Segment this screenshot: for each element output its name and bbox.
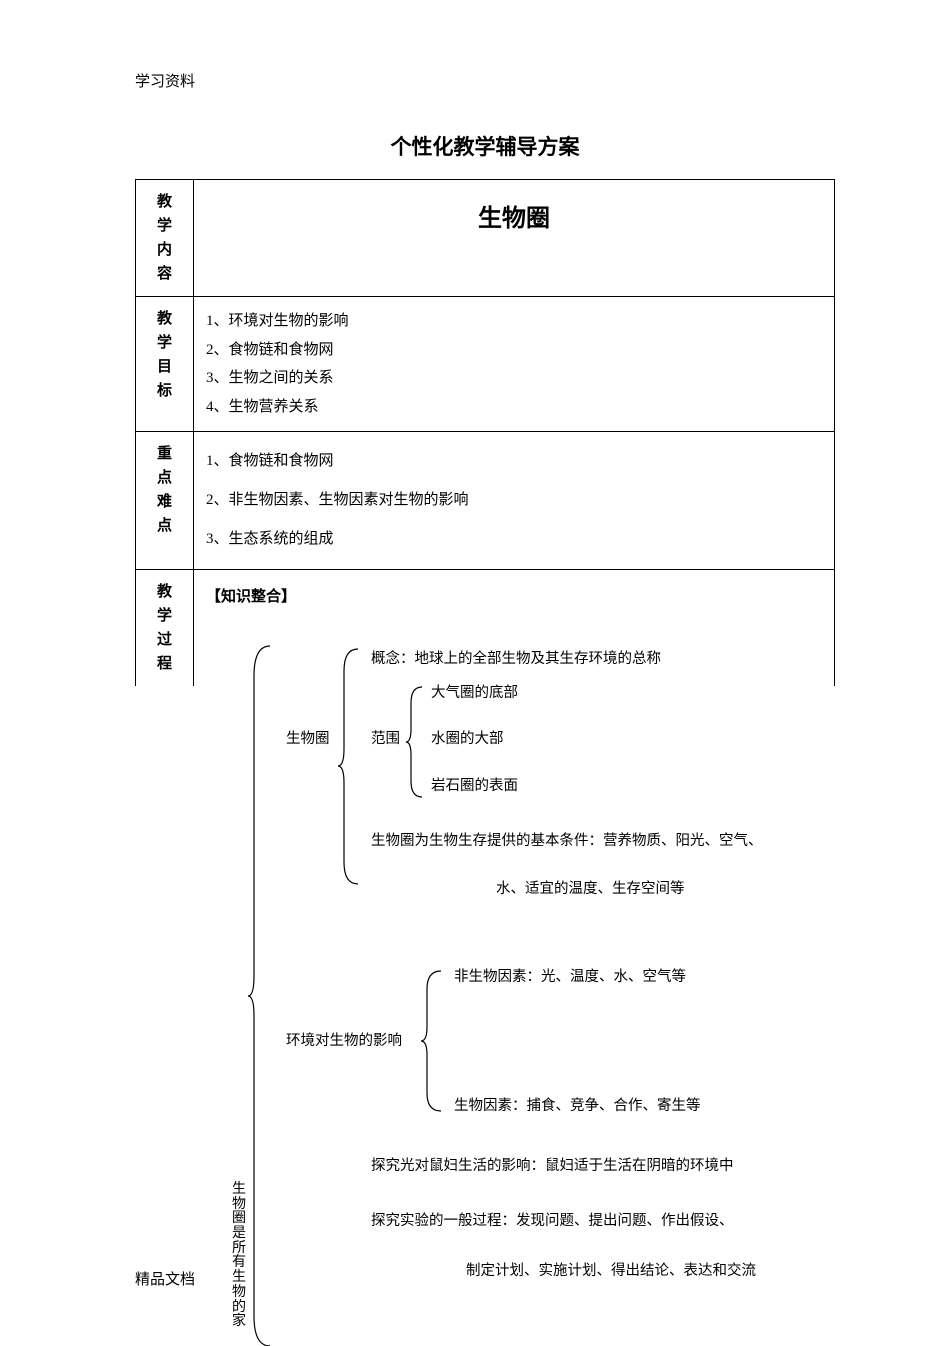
label-keypoints: 重 点 难 点 xyxy=(136,432,194,570)
row-goals: 教 学 目 标 1、环境对生物的影响 2、食物链和食物网 3、生物之间的关系 4… xyxy=(136,297,835,432)
node-abiotic: 非生物因素：光、温度、水、空气等 xyxy=(454,967,686,989)
scope-item: 水圈的大部 xyxy=(431,729,504,751)
cell-content: 生物圈 xyxy=(194,180,835,297)
node-biosphere: 生物圈 xyxy=(286,729,330,751)
node-conditions-l1: 生物圈为生物生存提供的基本条件：营养物质、阳光、空气、 xyxy=(371,831,763,853)
page-title: 个性化教学辅导方案 xyxy=(135,131,835,161)
row-process: 教 学 过 程 【知识整合】 生物圈是所有生物的家 生物圈 概念：地球 xyxy=(136,570,835,687)
topic-title: 生物圈 xyxy=(206,190,822,241)
root-label: 生物圈是所有生物的家 xyxy=(231,1181,247,1328)
cell-keypoints: 1、食物链和食物网 2、非生物因素、生物因素对生物的影响 3、生态系统的组成 xyxy=(194,432,835,570)
page-footer: 精品文档 xyxy=(135,1268,195,1289)
goal-item: 1、环境对生物的影响 xyxy=(206,307,822,336)
keypoint-item: 2、非生物因素、生物因素对生物的影响 xyxy=(206,481,822,520)
scope-item: 岩石圈的表面 xyxy=(431,776,518,798)
row-keypoints: 重 点 难 点 1、食物链和食物网 2、非生物因素、生物因素对生物的影响 3、生… xyxy=(136,432,835,570)
label-content: 教 学 内 容 xyxy=(136,180,194,297)
cell-goals: 1、环境对生物的影响 2、食物链和食物网 3、生物之间的关系 4、生物营养关系 xyxy=(194,297,835,432)
node-explore2-l2: 制定计划、实施计划、得出结论、表达和交流 xyxy=(466,1261,756,1283)
section-heading: 【知识整合】 xyxy=(206,585,822,606)
page-header: 学习资料 xyxy=(135,70,835,91)
node-explore2-l1: 探究实验的一般过程：发现问题、提出问题、作出假设、 xyxy=(371,1211,734,1233)
keypoint-item: 3、生态系统的组成 xyxy=(206,520,822,559)
node-conditions-l2: 水、适宜的温度、生存空间等 xyxy=(496,879,685,901)
cell-process: 【知识整合】 生物圈是所有生物的家 生物圈 概念：地球上的全部生物及其生存环境的… xyxy=(194,570,835,687)
scope-item: 大气圈的底部 xyxy=(431,683,518,705)
biosphere-brace xyxy=(338,649,364,884)
node-biotic: 生物因素：捕食、竞争、合作、寄生等 xyxy=(454,1096,701,1118)
scope-brace xyxy=(406,687,428,797)
row-content: 教 学 内 容 生物圈 xyxy=(136,180,835,297)
node-explore1: 探究光对鼠妇生活的影响：鼠妇适于生活在阴暗的环境中 xyxy=(371,1156,734,1178)
label-goals: 教 学 目 标 xyxy=(136,297,194,432)
lesson-table: 教 学 内 容 生物圈 教 学 目 标 1、环境对生物的影响 2、食物链和食物网… xyxy=(135,179,835,686)
keypoint-item: 1、食物链和食物网 xyxy=(206,442,822,481)
goal-item: 3、生物之间的关系 xyxy=(206,364,822,393)
node-concept: 概念：地球上的全部生物及其生存环境的总称 xyxy=(371,649,661,671)
label-process: 教 学 过 程 xyxy=(136,570,194,687)
goal-item: 2、食物链和食物网 xyxy=(206,336,822,365)
node-env: 环境对生物的影响 xyxy=(286,1031,402,1053)
goal-item: 4、生物营养关系 xyxy=(206,393,822,422)
root-brace xyxy=(248,646,278,1346)
env-brace xyxy=(421,971,447,1111)
node-scope: 范围 xyxy=(371,729,400,751)
